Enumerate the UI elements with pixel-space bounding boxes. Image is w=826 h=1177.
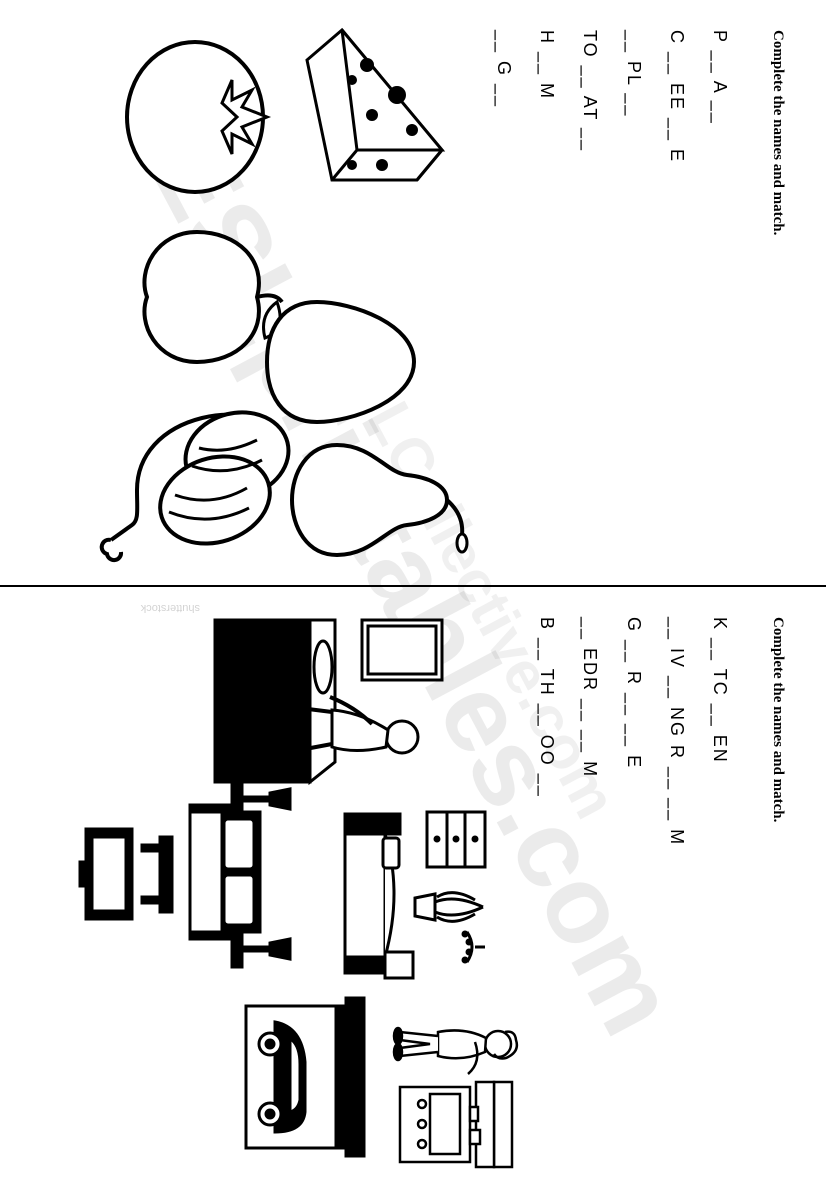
word-pear[interactable]: P __ A __ — [698, 30, 741, 554]
garage-icon[interactable] — [230, 992, 370, 1162]
bathroom-icon[interactable]: shutterstock — [205, 612, 450, 787]
word-list-foods: P __ A __ C __ EE __ E __ PL __ TO __ AT… — [482, 30, 741, 554]
shutterstock-label: shutterstock — [141, 602, 200, 614]
word-egg[interactable]: __ G __ — [482, 30, 525, 554]
living-room-icon[interactable] — [75, 767, 300, 982]
word-bedroom[interactable]: __ EDR __ __ M — [568, 617, 611, 1139]
ham-icon[interactable] — [97, 400, 297, 575]
bedroom-icon[interactable] — [320, 802, 495, 987]
cheese-icon[interactable] — [302, 20, 452, 190]
tomato-icon[interactable] — [122, 35, 287, 200]
pear-icon[interactable] — [287, 425, 472, 575]
word-tomato[interactable]: TO __ AT __ — [568, 30, 611, 554]
images-foods — [32, 30, 462, 554]
kitchen-icon[interactable] — [375, 1012, 530, 1177]
section-rooms: Complete the names and match. K __ TC __… — [0, 585, 826, 1169]
rotated-page: ESLprintables.com iSLCollective.com Comp… — [0, 0, 826, 826]
word-kitchen[interactable]: K __ TC __ EN — [698, 617, 741, 1139]
word-cheese[interactable]: C __ EE __ E — [655, 30, 698, 554]
worksheet-canvas: ESLprintables.com iSLCollective.com Comp… — [0, 0, 826, 1169]
word-living-room[interactable]: __ IV __ NG R __ __ M — [655, 617, 698, 1139]
instruction-foods: Complete the names and match. — [769, 30, 786, 554]
word-apple[interactable]: __ PL __ — [611, 30, 654, 554]
word-ham[interactable]: H __ M — [525, 30, 568, 554]
instruction-rooms: Complete the names and match. — [769, 617, 786, 1139]
word-garage[interactable]: G __ R __ __ E — [611, 617, 654, 1139]
images-rooms: shutterstock — [75, 617, 505, 1139]
word-list-rooms: K __ TC __ EN __ IV __ NG R __ __ M G __… — [525, 617, 741, 1139]
word-bathroom[interactable]: B __ TH __ OO __ — [525, 617, 568, 1139]
section-foods: Complete the names and match. P __ A __ … — [0, 0, 826, 584]
